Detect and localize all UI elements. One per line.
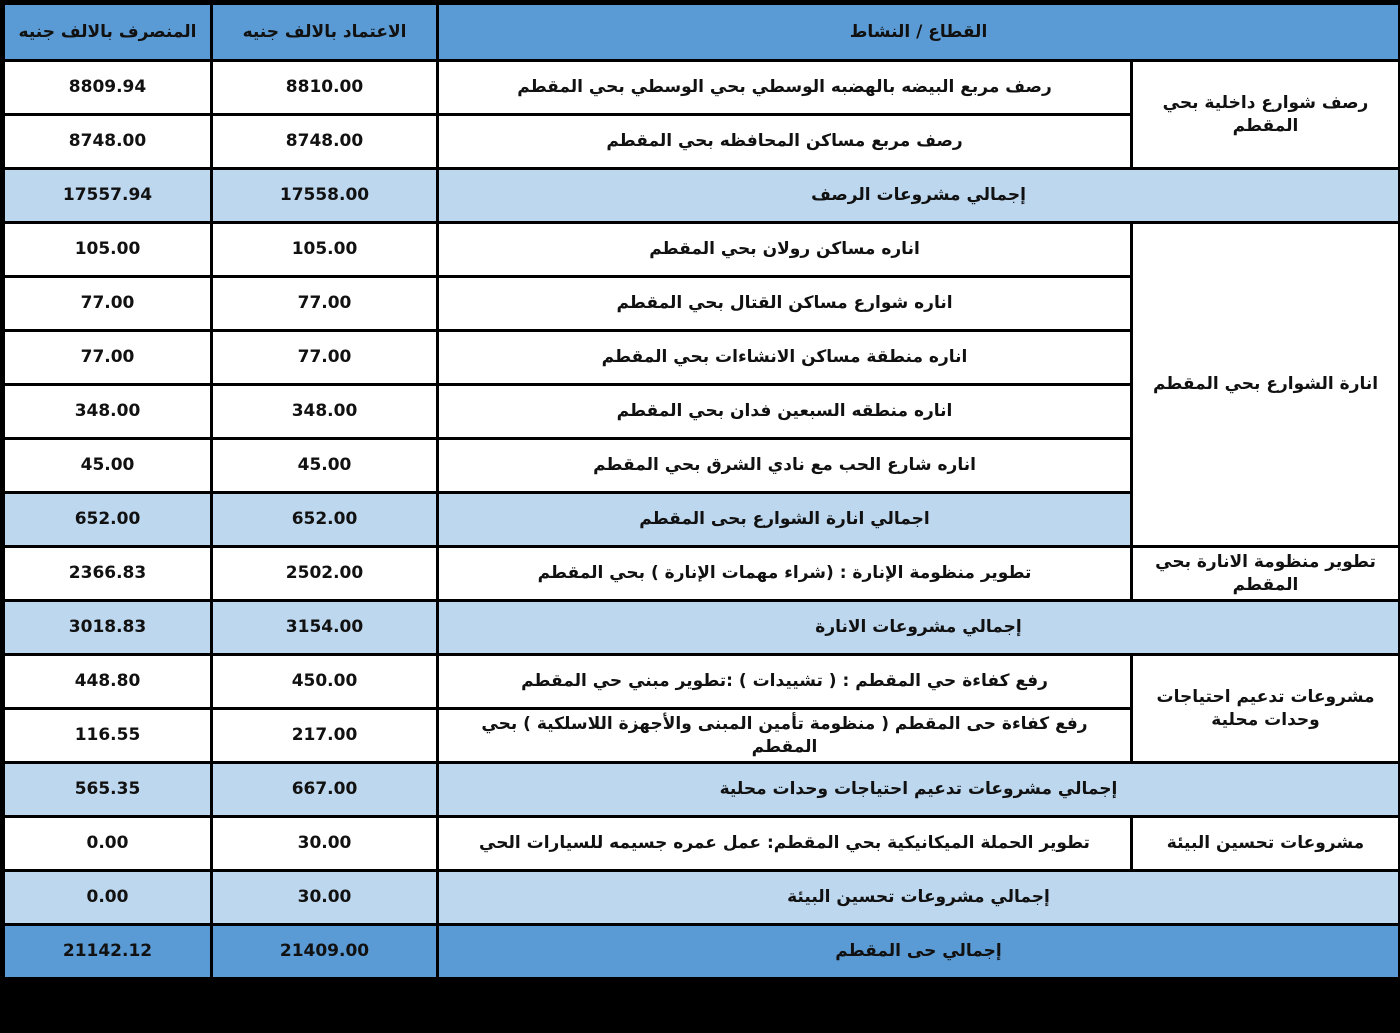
approved-cell: 105.00 (210, 221, 439, 278)
approved-cell: 450.00 (210, 653, 439, 710)
approved-cell: 8748.00 (210, 113, 439, 170)
table-row: 348.00 348.00 اناره منطقه السبعين فدان بحي… (2, 383, 1400, 440)
approved-cell: 348.00 (210, 383, 439, 440)
section-total-row: 3018.83 3154.00 إجمالي مشروعات الانارة (2, 599, 1400, 656)
approved-cell: 2502.00 (210, 545, 439, 602)
spent-cell: 0.00 (2, 815, 213, 872)
grand-total-row: 21142.12 21409.00 إجمالي حى المقطم (2, 923, 1400, 980)
spent-cell: 3018.83 (2, 599, 213, 656)
spent-cell: 21142.12 (2, 923, 213, 980)
spent-cell: 116.55 (2, 707, 213, 764)
activity-cell: رصف مربع مساكن المحافظه بحي المقطم (436, 113, 1133, 170)
activity-cell: تطوير منظومة الإنارة : (شراء مهمات الإنا… (436, 545, 1133, 602)
activity-cell: رفع كفاءة حى المقطم ( منظومة تأمين المبن… (436, 707, 1133, 764)
approved-cell: 21409.00 (210, 923, 439, 980)
activity-cell: اناره منطقة مساكن الانشاءات بحي المقطم (436, 329, 1133, 386)
table-row: 77.00 77.00 اناره شوارع مساكن القتال بحي ا… (2, 275, 1400, 332)
approved-cell: 667.00 (210, 761, 439, 818)
spent-cell: 45.00 (2, 437, 213, 494)
sector-cell: تطوير منظومة الانارة بحي المقطم (1129, 545, 1400, 602)
sector-cell: مشروعات تحسين البيئة (1129, 815, 1400, 872)
activity-cell: اناره مساكن رولان بحي المقطم (436, 221, 1133, 278)
approved-cell: 77.00 (210, 329, 439, 386)
activity-cell: تطوير الحملة الميكانيكية بحي المقطم: عمل… (436, 815, 1133, 872)
spent-cell: 652.00 (2, 491, 213, 548)
spent-cell: 17557.94 (2, 167, 213, 224)
activity-cell: اناره شارع الحب مع نادي الشرق بحي المقطم (436, 437, 1133, 494)
sector-cell: انارة الشوارع بحي المقطم (1129, 221, 1400, 548)
approved-cell: 652.00 (210, 491, 439, 548)
table-row: 77.00 77.00 اناره منطقة مساكن الانشاءات بح… (2, 329, 1400, 386)
table-row: 45.00 45.00 اناره شارع الحب مع نادي الشرق … (2, 437, 1400, 494)
spent-cell: 2366.83 (2, 545, 213, 602)
spent-cell: 348.00 (2, 383, 213, 440)
subtotal-label: اجمالي انارة الشوارع بحى المقطم (436, 491, 1133, 548)
header-approved: الاعتماد بالالف جنيه (210, 2, 439, 62)
header-spent: المنصرف بالالف جنيه (2, 2, 213, 62)
section-total-row: 0.00 30.00 إجمالي مشروعات تحسين البيئة (2, 869, 1400, 926)
approved-cell: 77.00 (210, 275, 439, 332)
table-row: 2366.83 2502.00 تطوير منظومة الإنارة : (شر… (2, 545, 1400, 602)
budget-table: المنصرف بالالف جنيه الاعتماد بالالف جنيه… (2, 2, 1400, 980)
sector-cell: مشروعات تدعيم احتياجات وحدات محلية (1129, 653, 1400, 764)
table-row: 116.55 217.00 رفع كفاءة حى المقطم ( منظومة… (2, 707, 1400, 764)
total-label: إجمالي حى المقطم (435, 923, 1400, 980)
spent-cell: 0.00 (2, 869, 213, 926)
header-row: المنصرف بالالف جنيه الاعتماد بالالف جنيه… (2, 2, 1400, 62)
approved-cell: 30.00 (210, 869, 439, 926)
total-label: إجمالي مشروعات تدعيم احتياجات وحدات محلي… (435, 761, 1400, 818)
header-activity: القطاع / النشاط (435, 2, 1400, 62)
sector-cell: رصف شوارع داخلية بحي المقطم (1129, 59, 1400, 170)
section-total-row: 17557.94 17558.00 إجمالي مشروعات الرصف (2, 167, 1400, 224)
approved-cell: 17558.00 (210, 167, 439, 224)
spent-cell: 448.80 (2, 653, 213, 710)
table-body: 8809.94 8810.00 رصف مربع البيضه بالهضبه ال… (2, 59, 1400, 980)
table-row: 8748.00 8748.00 رصف مربع مساكن المحافظه بح… (2, 113, 1400, 170)
activity-cell: اناره شوارع مساكن القتال بحي المقطم (436, 275, 1133, 332)
table-row: 448.80 450.00 رفع كفاءة حي المقطم : ( تشيي… (2, 653, 1400, 764)
table-row: 105.00 105.00 اناره مساكن رولان بحي المقطم… (2, 221, 1400, 548)
activity-cell: اناره منطقه السبعين فدان بحي المقطم (436, 383, 1133, 440)
table-row: 8809.94 8810.00 رصف مربع البيضه بالهضبه ال… (2, 59, 1400, 170)
section-total-row: 565.35 667.00 إجمالي مشروعات تدعيم احتياجا… (2, 761, 1400, 818)
table-row: 0.00 30.00 تطوير الحملة الميكانيكية بحي ال… (2, 815, 1400, 872)
activity-cell: رفع كفاءة حي المقطم : ( تشييدات ) :تطوير… (436, 653, 1133, 710)
spent-cell: 105.00 (2, 221, 213, 278)
spent-cell: 8809.94 (2, 59, 213, 116)
approved-cell: 217.00 (210, 707, 439, 764)
approved-cell: 3154.00 (210, 599, 439, 656)
spent-cell: 77.00 (2, 329, 213, 386)
activity-cell: رصف مربع البيضه بالهضبه الوسطي بحي الوسط… (436, 59, 1133, 116)
approved-cell: 8810.00 (210, 59, 439, 116)
total-label: إجمالي مشروعات الانارة (435, 599, 1400, 656)
spent-cell: 8748.00 (2, 113, 213, 170)
approved-cell: 45.00 (210, 437, 439, 494)
subtotal-row: 652.00 652.00 اجمالي انارة الشوارع بحى الم… (2, 491, 1400, 548)
spent-cell: 77.00 (2, 275, 213, 332)
approved-cell: 30.00 (210, 815, 439, 872)
spent-cell: 565.35 (2, 761, 213, 818)
total-label: إجمالي مشروعات تحسين البيئة (435, 869, 1400, 926)
total-label: إجمالي مشروعات الرصف (435, 167, 1400, 224)
